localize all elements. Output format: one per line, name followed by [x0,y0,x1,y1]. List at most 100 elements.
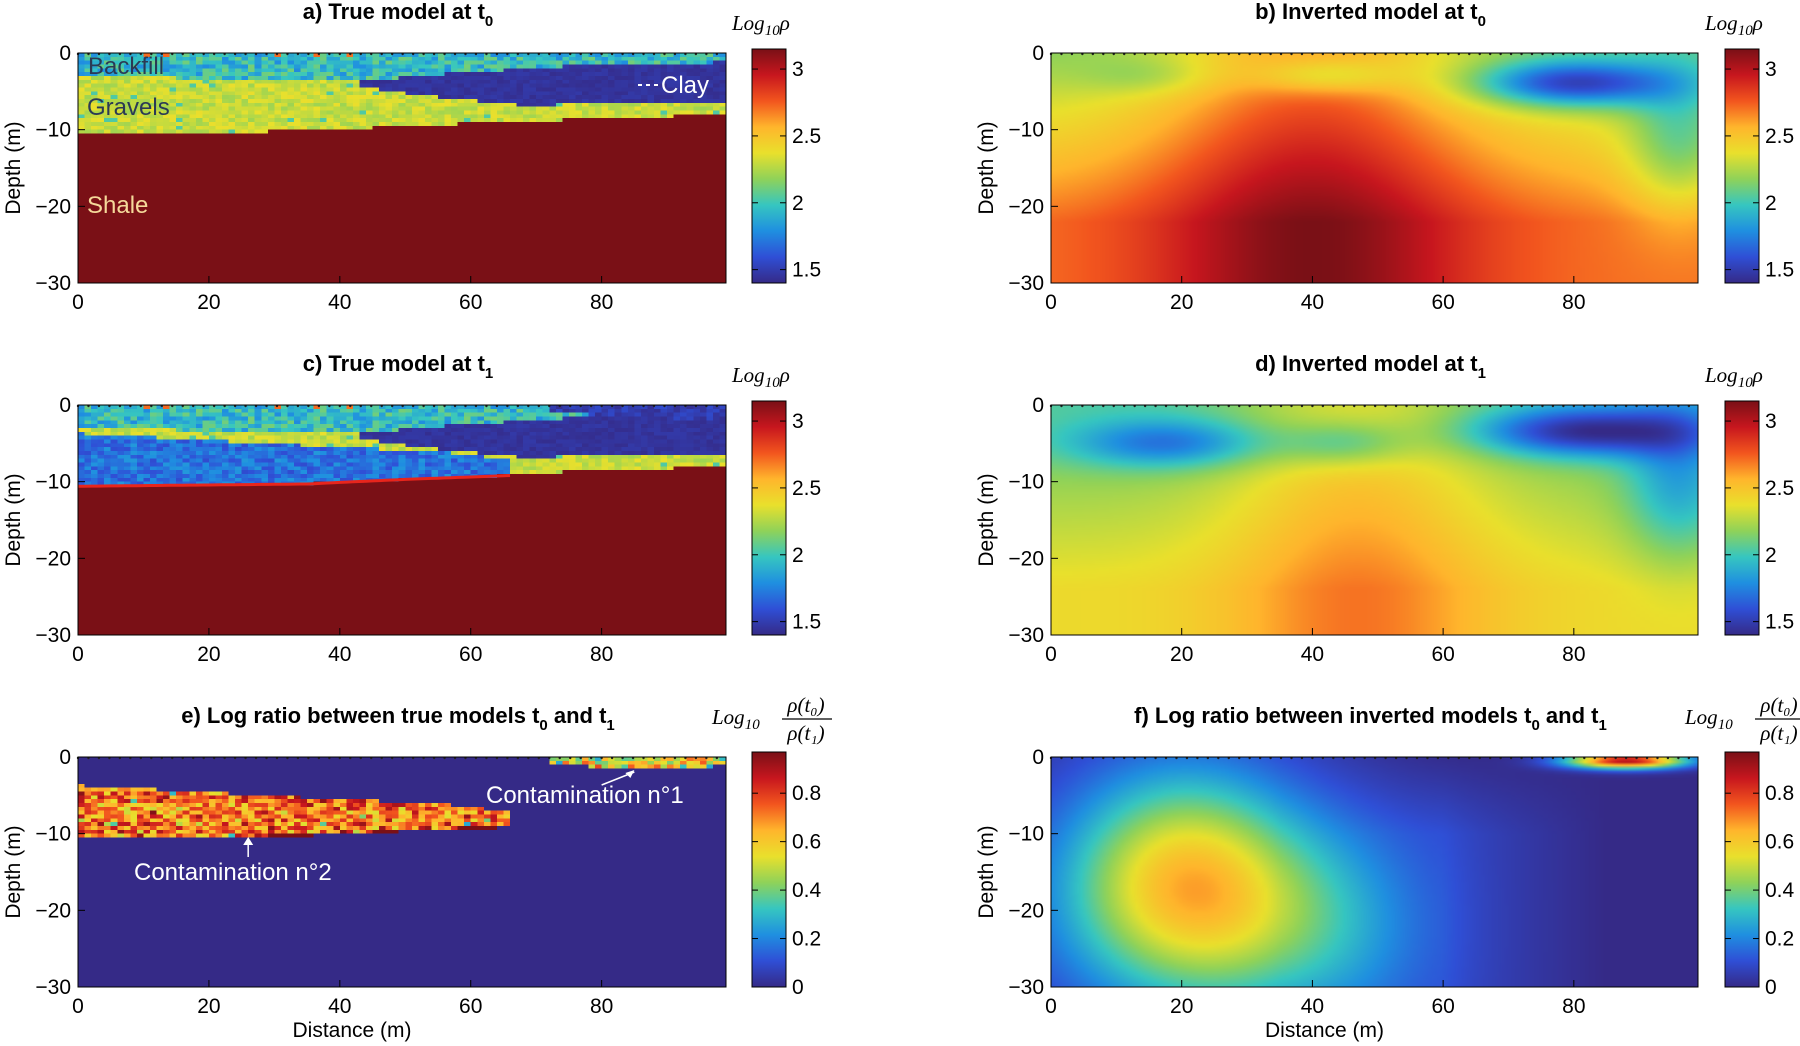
panel-title-text: c) True model at t [303,351,486,376]
y-tick-label: −20 [1008,899,1044,922]
colorbar-tick-label: 2 [792,544,804,567]
x-tick-label: 80 [590,291,613,314]
x-tick-label: 0 [1045,643,1057,666]
contamination-1-annotation: Contamination n°1 [486,782,684,809]
colorbar-tick-label: 3 [1765,410,1777,433]
plot-frame [77,756,727,988]
panel-title-subscript-2: 1 [1598,717,1606,734]
y-tick-label: 0 [1032,746,1044,769]
colorbar-tick-label: 3 [792,410,804,433]
colorbar-title-denominator: ρ(t₁) [786,721,824,745]
panel-b: 0 20 40 60 80 0 −10 −20 −30 Depth (m) b) Inverted … [975,0,1794,314]
heatmap-e [78,757,726,987]
y-tick-label: −10 [1008,471,1044,494]
layer-annotation: Gravels [87,94,170,121]
colorbar-title-base: 10 [765,23,781,39]
colorbar-title: Log10ρ [731,363,790,391]
colorbar [751,400,787,636]
x-tick-label: 20 [197,995,220,1018]
colorbar [1724,48,1760,284]
colorbar-title-log: Log [711,705,745,729]
panel-title-subscript-2: 1 [606,717,614,734]
x-tick-label: 60 [1431,643,1454,666]
x-tick-label: 20 [197,291,220,314]
y-axis-label: Depth (m) [975,121,998,214]
colorbar-title-log: Log [731,363,765,387]
layer-annotation: Backfill [88,53,164,80]
colorbar-title-base: 10 [1738,23,1754,39]
colorbar-title: Log10ρ [1704,11,1763,39]
y-tick-label: −20 [35,547,71,570]
y-tick-label: −10 [1008,823,1044,846]
colorbar-tick-label: 0 [1765,976,1777,999]
x-tick-label: 20 [1170,291,1193,314]
colorbar-tick-label: 1.5 [1765,259,1794,282]
colorbar-tick-label: 0.6 [1765,831,1794,854]
panel-f: 0 20 40 60 80 0 −10 −20 −30 Depth (m) Distance (m)… [975,693,1800,1042]
y-tick-label: −30 [1008,624,1044,647]
y-axis-label: Depth (m) [2,825,25,918]
colorbar-tick-label: 0.2 [792,928,821,951]
panel-title-subscript: 0 [1531,717,1539,734]
panel-title-subscript: 0 [1478,13,1486,30]
y-tick-label: −20 [1008,195,1044,218]
contamination-2-arrowhead [243,837,254,845]
y-tick-label: 0 [1032,42,1044,65]
panel-title-text: f) Log ratio between inverted models t [1134,703,1532,728]
y-tick-label: −30 [1008,976,1044,999]
x-tick-label: 80 [590,995,613,1018]
colorbar-title-rho: ρ [1752,11,1763,35]
y-tick-label: 0 [1032,394,1044,417]
plot-frame [1050,756,1699,988]
y-tick-label: −30 [1008,272,1044,295]
panel-title-text-mid: and t [548,703,607,728]
x-tick-label: 80 [1562,995,1585,1018]
colorbar-title-base: 10 [1738,375,1754,391]
contamination-boundary-line [77,474,511,488]
y-tick-label: −10 [1008,119,1044,142]
y-tick-label: 0 [59,42,71,65]
colorbar [1724,400,1760,636]
x-tick-label: 40 [1301,291,1324,314]
colorbar-title-log: Log [1684,705,1718,729]
y-tick-label: −10 [35,119,71,142]
colorbar-title: Log10 [711,705,760,733]
y-tick-label: −30 [35,624,71,647]
y-tick-label: −20 [35,899,71,922]
colorbar-title-log: Log [1704,363,1738,387]
y-axis-label: Depth (m) [975,473,998,566]
panel-title: c) True model at t1 [303,351,494,382]
x-tick-label: 40 [328,643,351,666]
colorbar-title-base: 10 [745,717,761,733]
panel-title-text: a) True model at t [303,0,486,24]
colorbar-title-denominator: ρ(t₁) [1759,721,1797,745]
plot-frame [1050,52,1699,284]
panel-title: d) Inverted model at t1 [1255,351,1486,382]
colorbar-title-numerator: ρ(t₀) [1759,693,1797,717]
panel-title: f) Log ratio between inverted models t0 … [1134,703,1607,734]
heatmap-f [1051,757,1698,987]
colorbar-title-rho: ρ [1752,363,1763,387]
colorbar-tick-label: 0.2 [1765,928,1794,951]
layer-annotation: Shale [87,192,148,219]
layer-annotation: Clay [661,72,709,99]
panel-title-subscript: 1 [485,365,493,382]
x-tick-label: 60 [1431,291,1454,314]
contamination-1-arrowhead [625,770,635,778]
colorbar-tick-label: 0.4 [1765,879,1795,902]
panel-d: 0 20 40 60 80 0 −10 −20 −30 Depth (m) d) Inverted … [975,351,1794,666]
colorbar-tick-label: 3 [1765,58,1777,81]
x-tick-label: 80 [1562,291,1585,314]
x-tick-label: 20 [197,643,220,666]
colorbar-tick-label: 0.4 [792,879,822,902]
panel-title-text: b) Inverted model at t [1255,0,1478,24]
x-tick-label: 0 [1045,995,1057,1018]
colorbar-tick-label: 0.8 [792,782,821,805]
y-tick-label: −10 [35,823,71,846]
x-tick-label: 60 [459,995,482,1018]
x-tick-label: 60 [459,643,482,666]
panel-title-text: d) Inverted model at t [1255,351,1478,376]
colorbar [751,751,787,988]
